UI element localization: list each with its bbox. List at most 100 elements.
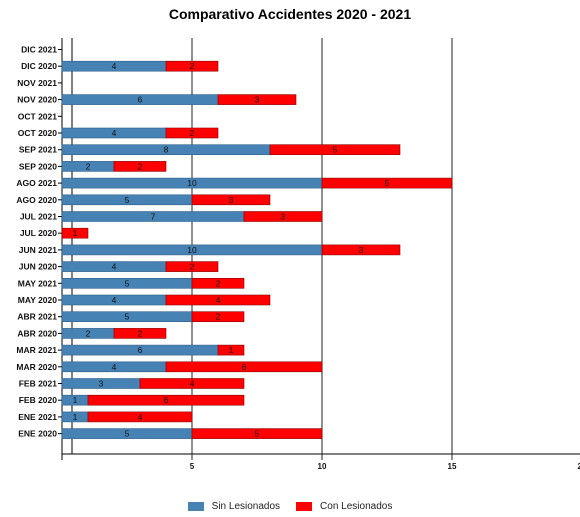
bars [61,60,453,439]
value-label-con-lesionados: 4 [190,379,195,389]
bar-con-lesionados[interactable] [113,328,167,339]
x-tick-label: 10 [318,462,327,471]
value-label-con-lesionados: 2 [138,161,143,171]
bar-con-lesionados[interactable] [139,378,245,389]
value-label-sin-lesionados: 10 [187,178,197,188]
value-label-sin-lesionados: 2 [86,161,91,171]
value-label-sin-lesionados: 1 [73,412,78,422]
value-label-con-lesionados: 5 [255,429,260,439]
value-label-sin-lesionados: 8 [164,145,169,155]
category-label: SEP 2020 [19,161,57,171]
legend-swatch-sin-lesionados [187,502,204,511]
bar-con-lesionados[interactable] [191,311,245,323]
value-label-sin-lesionados: 4 [112,262,117,272]
value-label-con-lesionados: 1 [73,228,78,238]
bar-con-lesionados[interactable] [165,60,219,72]
category-label: JUL 2020 [20,228,57,238]
value-label-con-lesionados: 3 [359,245,364,255]
value-label-sin-lesionados: 5 [125,429,130,439]
bar-con-lesionados[interactable] [191,194,271,206]
value-label-sin-lesionados: 4 [112,295,117,305]
category-label: FEB 2020 [19,395,58,405]
bar-con-lesionados[interactable] [165,127,219,139]
value-label-con-lesionados: 6 [164,395,169,405]
category-label: SEP 2021 [19,145,57,155]
bar-con-lesionados[interactable] [165,294,271,306]
category-label: MAR 2020 [16,362,57,372]
value-label-con-lesionados: 6 [242,362,247,372]
value-label-con-lesionados: 2 [138,328,143,338]
chart-title: Comparativo Accidentes 2020 - 2021 [168,6,412,22]
value-label-con-lesionados: 4 [216,295,221,305]
value-label-sin-lesionados: 1 [73,395,78,405]
value-label-con-lesionados: 2 [216,312,221,322]
bar-con-lesionados[interactable] [321,244,401,256]
bar-con-lesionados[interactable] [191,428,323,439]
bar-con-lesionados[interactable] [113,161,167,172]
value-label-sin-lesionados: 5 [125,195,130,205]
category-label: AGO 2020 [16,195,57,205]
value-label-con-lesionados: 3 [229,195,234,205]
bar-con-lesionados[interactable] [165,361,323,373]
legend-label-con-lesionados: Con Lesionados [320,501,393,512]
value-label-sin-lesionados: 5 [125,278,130,288]
category-label: MAY 2021 [18,278,57,288]
value-label-sin-lesionados: 10 [187,245,197,255]
value-label-sin-lesionados: 5 [125,312,130,322]
value-label-con-lesionados: 3 [281,212,286,222]
value-label-con-lesionados: 2 [190,61,195,71]
bar-con-lesionados[interactable] [269,144,401,155]
category-label: DIC 2021 [21,45,57,55]
x-tick-label: 20 [578,462,580,471]
value-label-sin-lesionados: 6 [138,95,143,105]
value-label-con-lesionados: 5 [385,178,390,188]
category-label: ENE 2020 [18,429,57,439]
bar-con-lesionados[interactable] [321,177,453,189]
value-label-con-lesionados: 1 [229,345,234,355]
legend-label-sin-lesionados: Sin Lesionados [211,501,281,512]
bar-con-lesionados[interactable] [87,394,245,406]
value-label-con-lesionados: 2 [216,278,221,288]
bar-con-lesionados[interactable] [217,94,297,105]
bar-con-lesionados[interactable] [243,211,323,222]
value-label-con-lesionados: 2 [190,128,195,138]
bar-con-lesionados[interactable] [165,261,219,272]
category-label: AGO 2021 [16,178,57,188]
value-label-con-lesionados: 4 [138,412,143,422]
value-label-sin-lesionados: 2 [86,328,91,338]
category-label: NOV 2020 [17,95,57,105]
value-label-sin-lesionados: 6 [138,345,143,355]
value-label-sin-lesionados: 3 [99,379,104,389]
category-label: OCT 2021 [18,111,57,121]
category-label: JUL 2021 [20,212,57,222]
value-label-sin-lesionados: 4 [112,61,117,71]
value-label-sin-lesionados: 4 [112,128,117,138]
x-tick-label: 5 [190,462,195,471]
category-label: FEB 2021 [19,379,58,389]
category-label: ABR 2021 [17,312,57,322]
value-label-con-lesionados: 5 [333,145,338,155]
category-label: DIC 2020 [21,61,57,71]
value-label-con-lesionados: 2 [190,262,195,272]
legend-swatch-con-lesionados [296,502,313,511]
value-label-sin-lesionados: 7 [151,212,156,222]
category-label: JUN 2021 [19,245,58,255]
bar-con-lesionados[interactable] [217,344,245,356]
category-label: NOV 2021 [17,78,57,88]
bar-con-lesionados[interactable] [61,227,89,239]
value-label-sin-lesionados: 4 [112,362,117,372]
category-label: ENE 2021 [18,412,57,422]
legend-item-con-lesionados[interactable]: Con Lesionados [296,501,392,512]
category-label: MAR 2021 [16,345,57,355]
value-label-con-lesionados: 3 [255,95,260,105]
bar-con-lesionados[interactable] [191,277,245,289]
x-tick-label: 15 [448,462,457,471]
category-label: MAY 2020 [18,295,57,305]
legend-item-sin-lesionados[interactable]: Sin Lesionados [187,501,281,512]
category-label: ABR 2020 [17,328,57,338]
category-label: OCT 2020 [18,128,57,138]
bar-con-lesionados[interactable] [87,411,193,423]
legend: Sin Lesionados Con Lesionados [0,501,580,512]
